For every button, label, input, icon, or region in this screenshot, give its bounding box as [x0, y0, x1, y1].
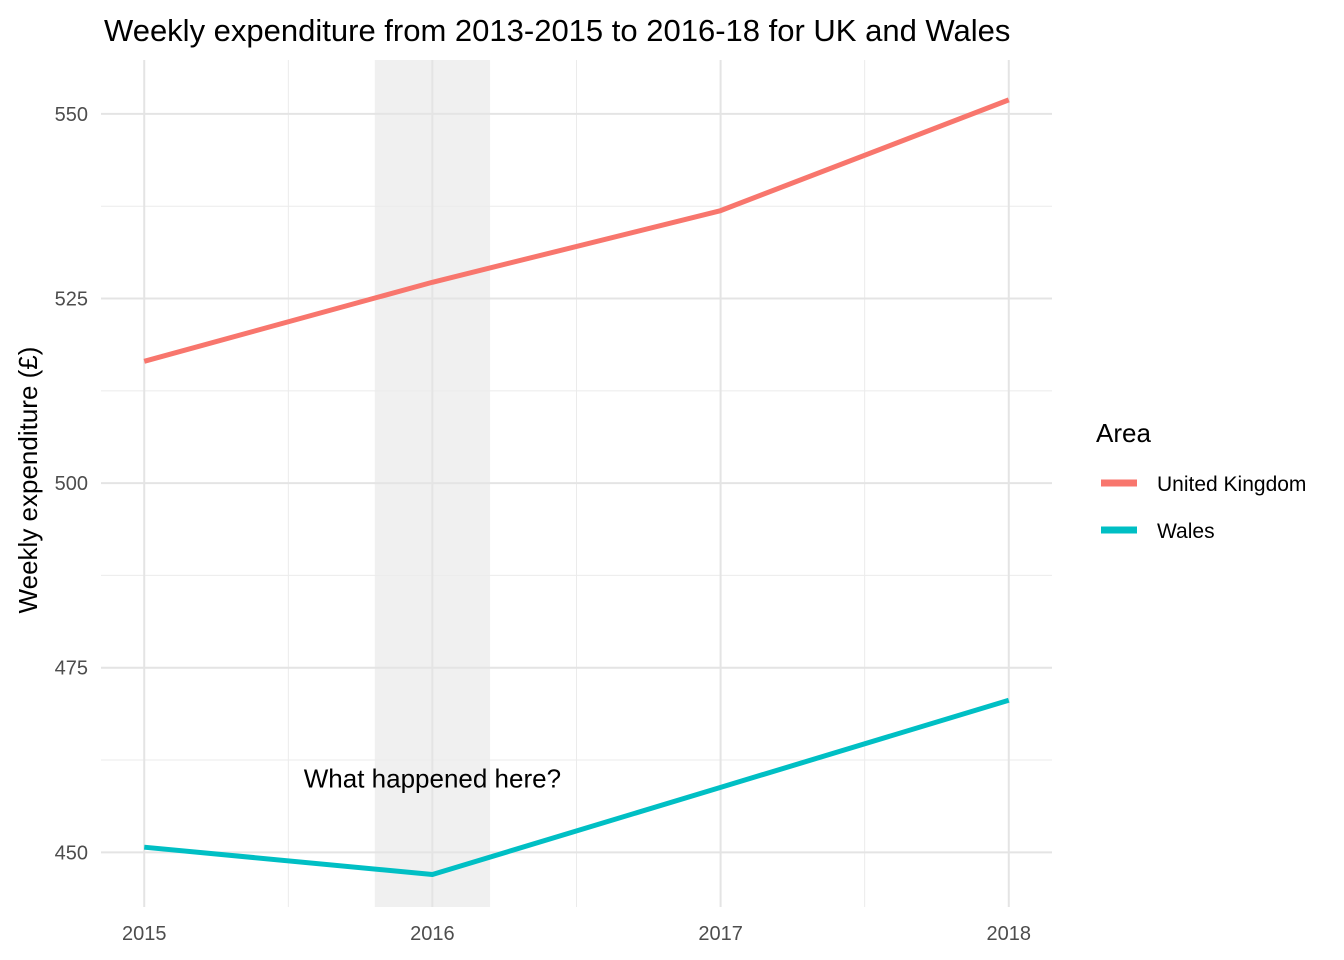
y-tick-label: 500 — [55, 473, 88, 495]
x-tick-label: 2018 — [987, 923, 1032, 945]
annotation-text: What happened here? — [304, 764, 561, 794]
y-tick-label: 450 — [55, 842, 88, 864]
x-tick-label: 2017 — [698, 923, 743, 945]
y-tick-label: 475 — [55, 658, 88, 680]
x-tick-label: 2016 — [410, 923, 455, 945]
series-layer — [143, 97, 1010, 878]
legend-label-united-kingdom: United Kingdom — [1157, 473, 1306, 496]
x-tick-label: 2015 — [122, 923, 167, 945]
series-line-united-kingdom — [143, 97, 1010, 364]
y-tick-label: 525 — [55, 289, 88, 311]
tick-labels-layer: 2015 2016 2017 2018 450 475 500 525 550 — [55, 104, 1031, 945]
y-tick-label: 550 — [55, 104, 88, 126]
legend-label-wales: Wales — [1157, 520, 1215, 543]
series-line-wales — [143, 697, 1010, 878]
legend-title: Area — [1096, 418, 1151, 448]
legend: Area United Kingdom Wales — [1096, 418, 1306, 543]
chart-title: Weekly expenditure from 2013-2015 to 201… — [104, 13, 1010, 48]
grid-layer — [101, 60, 1052, 907]
y-axis-title: Weekly expenditure (£) — [13, 347, 43, 614]
